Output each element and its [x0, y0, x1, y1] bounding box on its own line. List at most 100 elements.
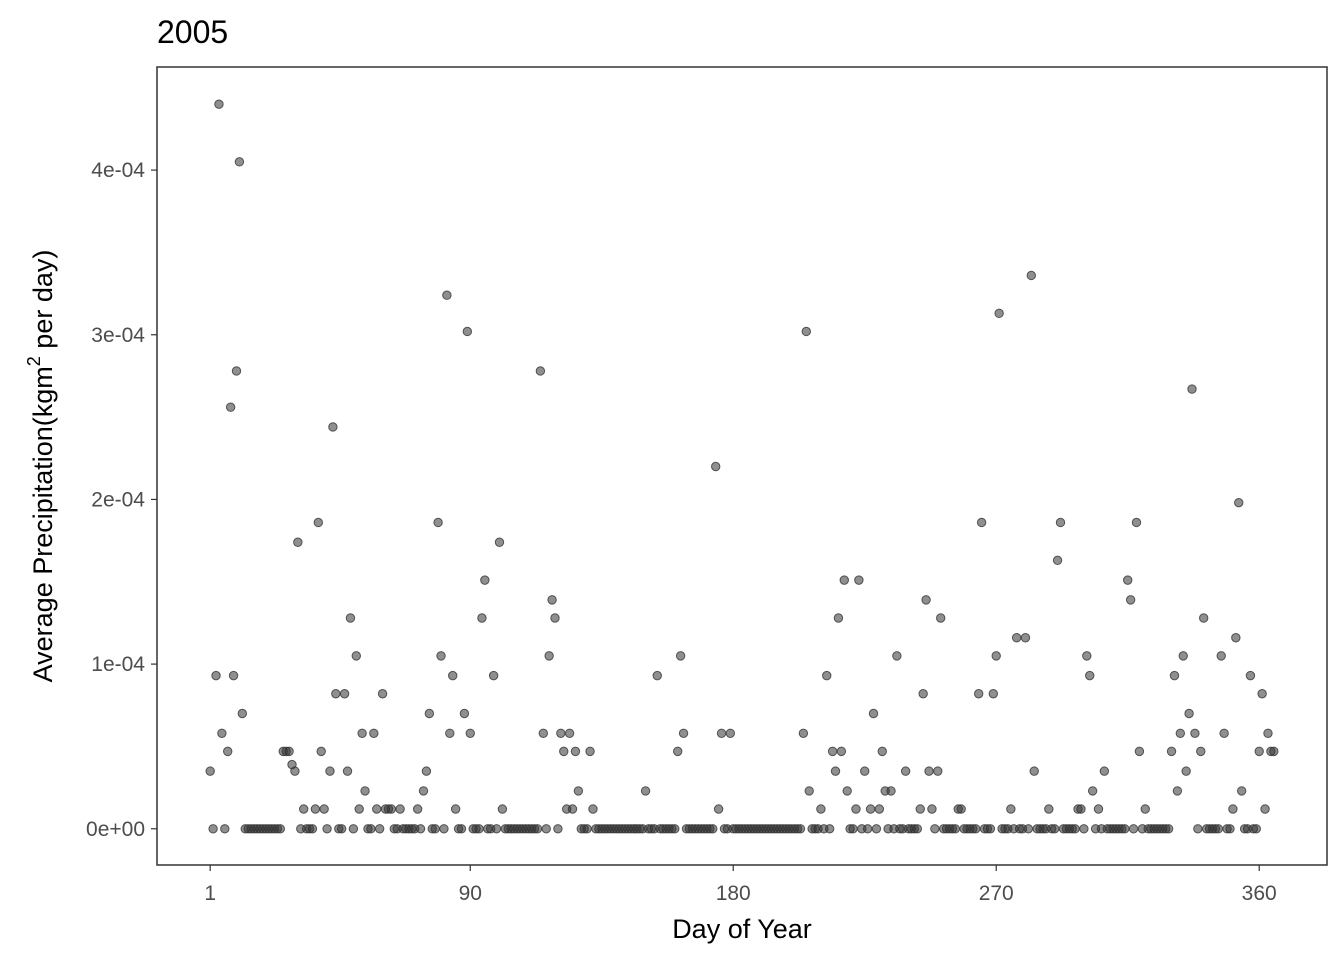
point	[1140, 804, 1150, 814]
point	[994, 308, 1004, 319]
point	[331, 689, 341, 699]
point	[474, 824, 484, 834]
point	[582, 824, 592, 834]
point	[418, 786, 429, 796]
point	[228, 670, 239, 681]
point	[556, 728, 566, 738]
point	[567, 804, 578, 814]
point	[854, 575, 864, 585]
point	[588, 804, 598, 814]
point	[220, 824, 230, 834]
point	[795, 824, 806, 834]
y-axis-title: Average Precipitation(kgm2 per day)	[24, 250, 58, 683]
point	[284, 746, 294, 757]
point	[1254, 746, 1264, 757]
point	[1044, 804, 1054, 814]
point	[678, 728, 689, 738]
point	[871, 824, 882, 834]
point	[424, 708, 435, 719]
point	[223, 746, 233, 757]
point	[1085, 670, 1095, 681]
point	[1082, 651, 1092, 661]
point	[205, 766, 215, 776]
point	[439, 824, 449, 834]
point	[1172, 786, 1183, 796]
point	[1187, 384, 1197, 394]
point	[488, 670, 499, 681]
point	[1131, 517, 1142, 528]
point	[1079, 824, 1089, 834]
point	[208, 824, 218, 834]
point	[360, 786, 370, 796]
point	[369, 728, 379, 738]
point	[713, 804, 724, 814]
point	[670, 824, 680, 834]
point	[924, 766, 934, 776]
point	[985, 824, 996, 834]
point	[1260, 804, 1270, 814]
point	[313, 517, 323, 528]
point	[851, 804, 861, 814]
point	[541, 824, 551, 834]
point	[1234, 498, 1244, 508]
point	[1245, 670, 1256, 681]
point	[868, 708, 879, 719]
point	[316, 746, 326, 757]
point	[293, 537, 303, 547]
point	[456, 824, 467, 834]
point	[354, 804, 364, 814]
point	[477, 613, 487, 623]
point	[892, 651, 902, 661]
point	[237, 708, 248, 719]
point	[342, 766, 353, 776]
point	[433, 517, 443, 528]
point	[930, 824, 940, 834]
point	[448, 670, 458, 681]
point	[1263, 728, 1273, 738]
point	[1193, 824, 1203, 834]
point	[933, 766, 943, 776]
point	[921, 595, 931, 605]
point	[319, 804, 329, 814]
point	[912, 824, 923, 834]
point	[1128, 824, 1139, 834]
point	[915, 804, 925, 814]
point	[345, 613, 356, 623]
point	[874, 804, 885, 814]
point	[927, 804, 937, 814]
point	[1181, 766, 1191, 776]
point	[804, 786, 814, 796]
y-tick-label: 1e-04	[91, 653, 145, 676]
point	[462, 326, 473, 337]
point	[991, 651, 1001, 661]
point	[1213, 824, 1223, 834]
point	[1123, 575, 1133, 585]
point	[956, 804, 966, 814]
x-tick-label: 1	[204, 882, 216, 905]
point	[918, 689, 928, 699]
point	[544, 651, 554, 661]
point	[351, 651, 361, 661]
point	[550, 613, 560, 623]
point	[1120, 824, 1130, 834]
point	[564, 728, 575, 738]
point	[976, 517, 987, 528]
point	[357, 728, 367, 738]
point	[328, 422, 338, 432]
point	[1175, 728, 1186, 738]
point	[231, 366, 242, 376]
point	[1184, 708, 1194, 719]
plot-border	[156, 66, 1328, 866]
point	[570, 746, 581, 757]
point	[1125, 595, 1136, 605]
point	[1166, 746, 1177, 757]
point	[386, 804, 397, 814]
point	[971, 824, 981, 834]
point	[1076, 804, 1086, 814]
point	[480, 575, 490, 585]
point	[842, 786, 852, 796]
point	[436, 651, 446, 661]
point	[1052, 555, 1063, 566]
